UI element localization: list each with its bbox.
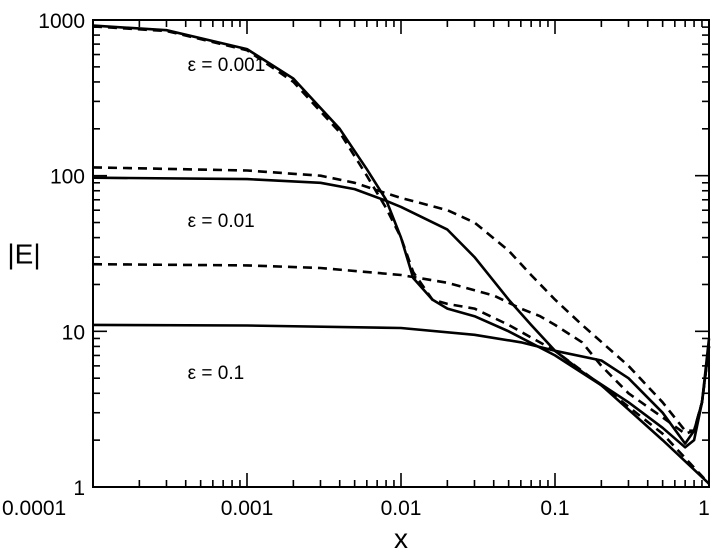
annotation-label: ε = 0.01 bbox=[188, 211, 255, 232]
y-axis-label: |E| bbox=[7, 239, 40, 270]
series-line-3 bbox=[92, 176, 711, 449]
series-line-2 bbox=[92, 25, 710, 485]
series-lines bbox=[92, 24, 711, 485]
tick-labels: 0.0001 0.001 0.01 0.1 1 1 10 100 1000 bbox=[2, 10, 710, 520]
annotation-label: ε = 0.001 bbox=[188, 55, 266, 76]
series-line-4 bbox=[92, 166, 711, 432]
series-line-6 bbox=[92, 262, 711, 435]
plot-frame bbox=[92, 19, 710, 488]
y-tick-label: 1 bbox=[73, 477, 85, 500]
series-line-5 bbox=[92, 323, 711, 445]
x-axis-label: x bbox=[394, 523, 408, 554]
y-tick-label: 1000 bbox=[38, 10, 85, 33]
axis-ticks bbox=[92, 20, 709, 488]
annotation-label: ε = 0.1 bbox=[188, 363, 245, 384]
x-tick-label: 0.1 bbox=[540, 497, 569, 520]
series-line-1 bbox=[92, 24, 710, 485]
x-tick-label: 0.01 bbox=[381, 497, 422, 520]
x-tick-label: 1 bbox=[698, 497, 710, 520]
annotations: ε = 0.001 ε = 0.01 ε = 0.1 bbox=[188, 55, 266, 384]
y-tick-label: 100 bbox=[50, 166, 85, 189]
x-tick-label: 0.001 bbox=[221, 497, 274, 520]
y-tick-label: 10 bbox=[62, 321, 85, 344]
x-tick-label: 0.0001 bbox=[2, 497, 66, 520]
